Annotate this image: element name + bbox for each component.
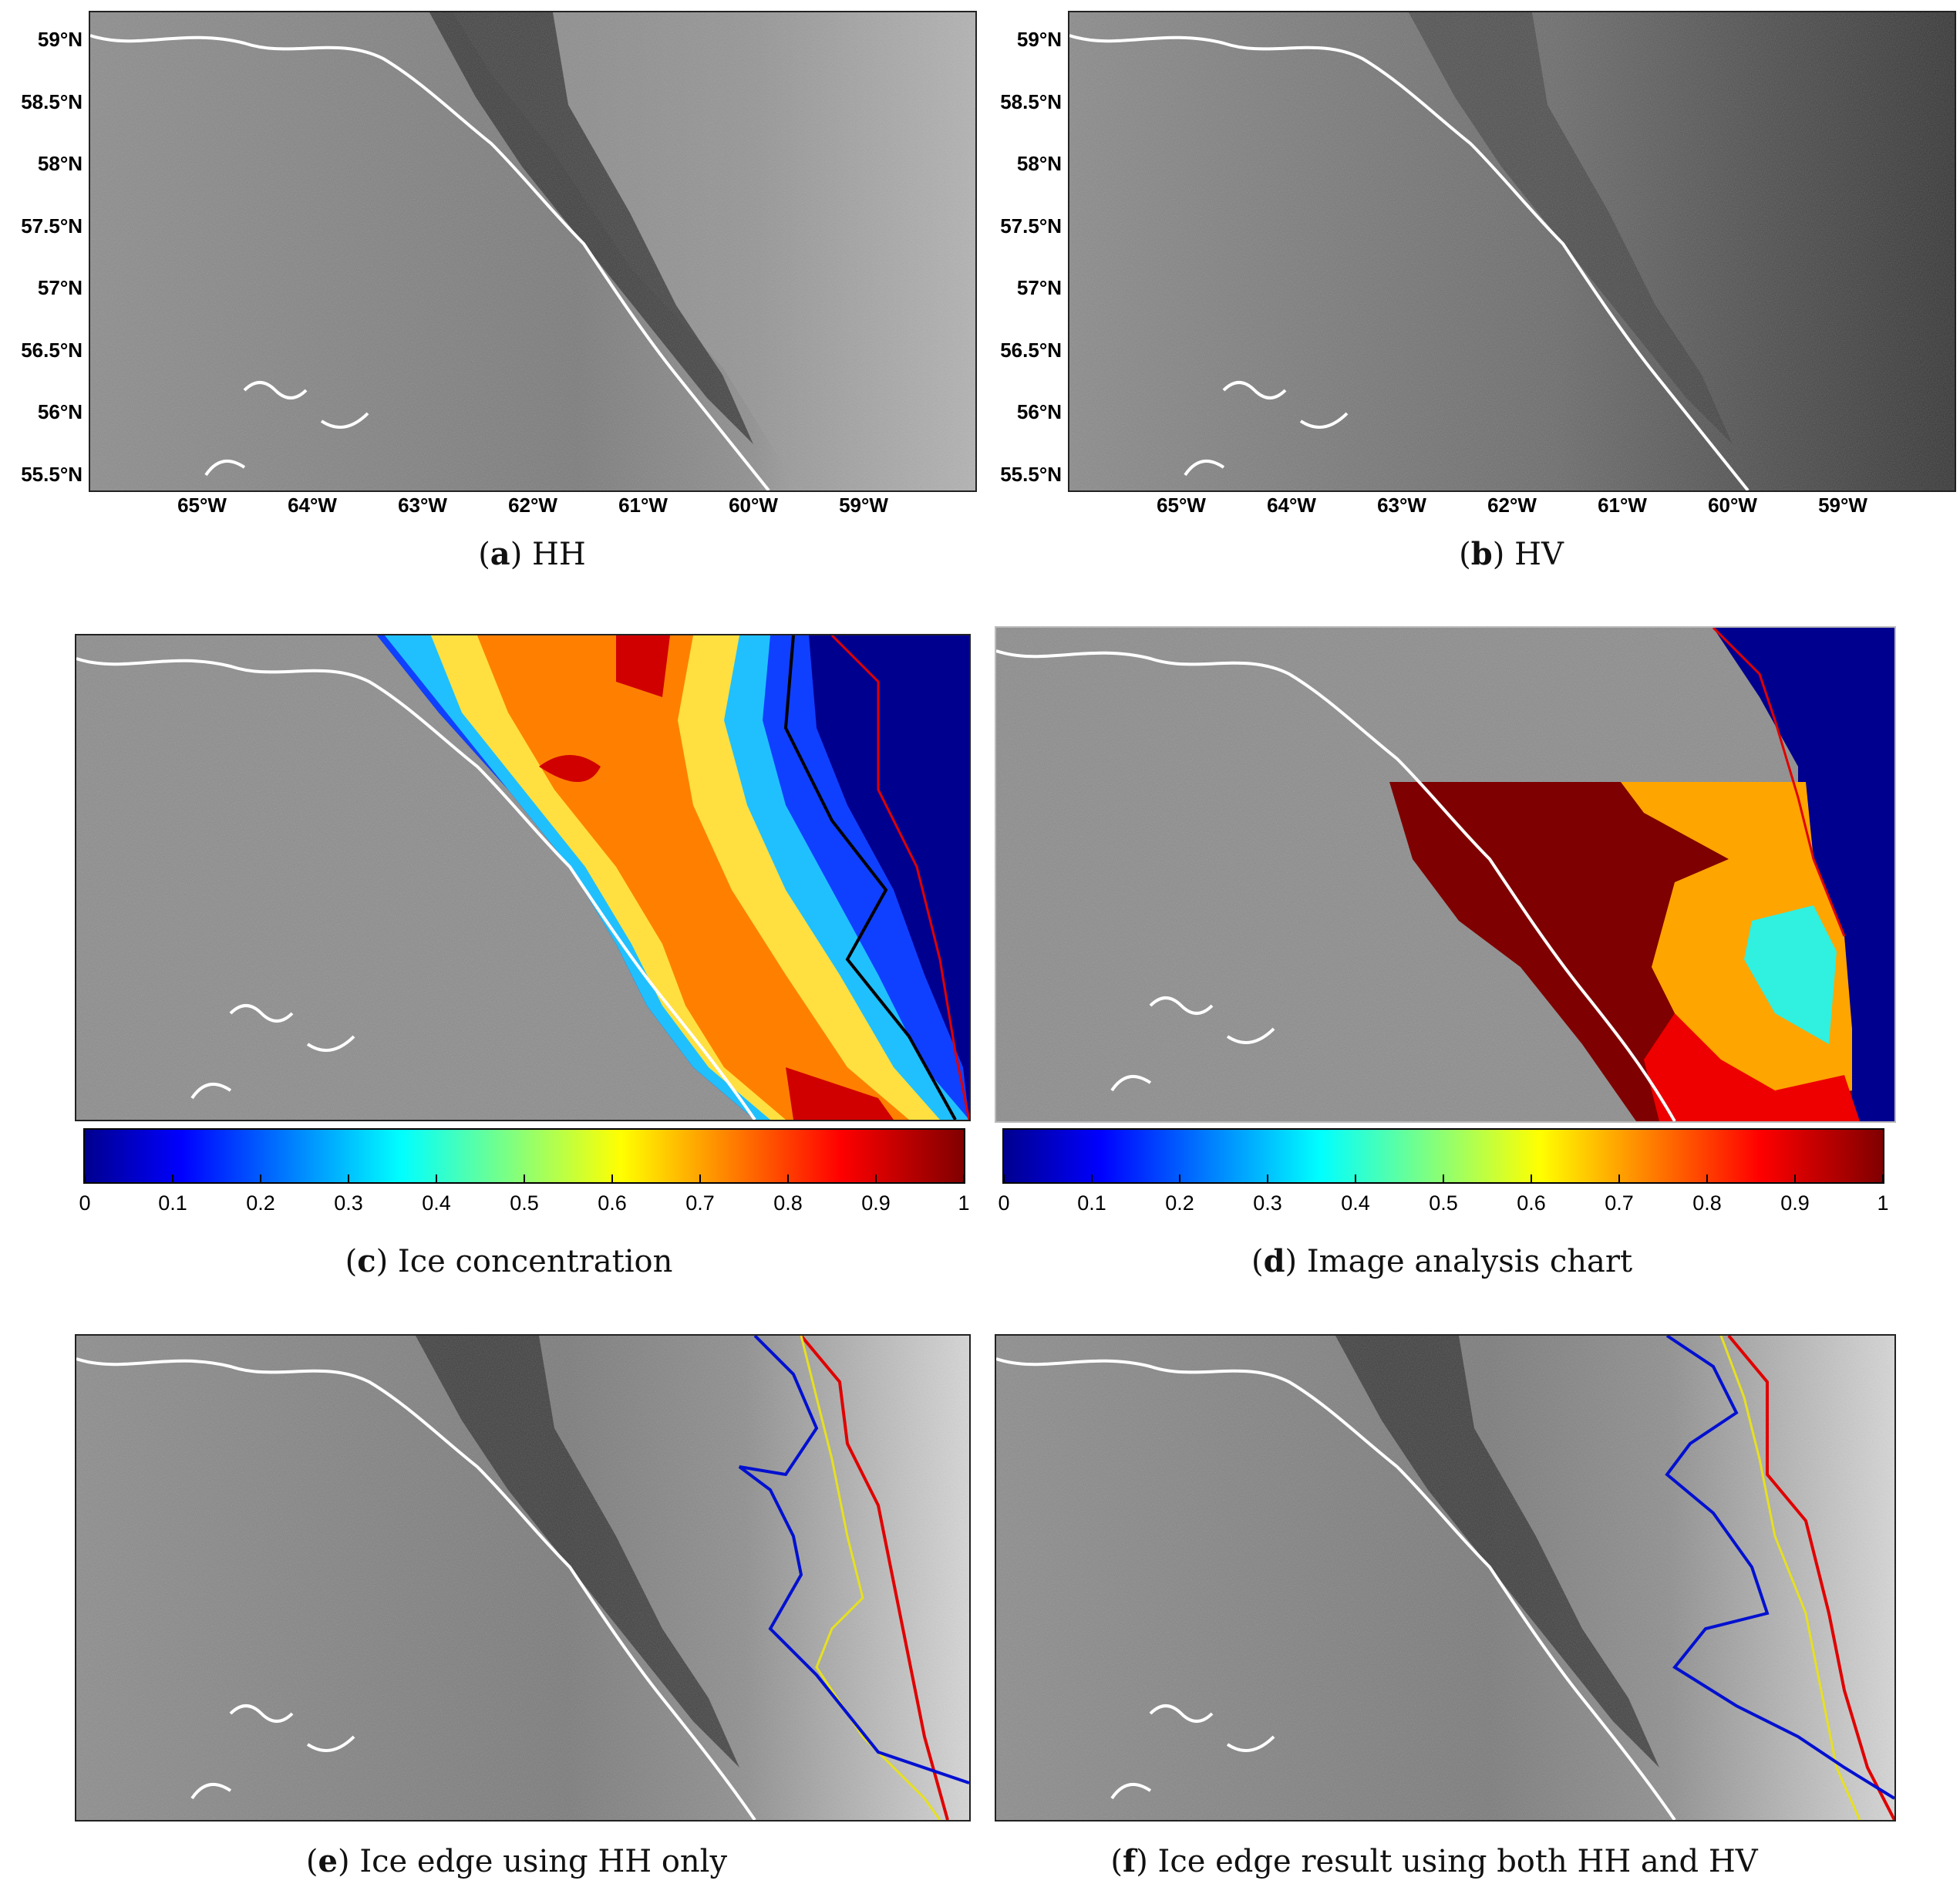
colorbar-tick-mark — [875, 1174, 877, 1182]
colorbar-tick-mark — [787, 1174, 789, 1182]
colorbar-tick-label: 0.9 — [861, 1191, 891, 1215]
colorbar-tick-label: 0.1 — [1077, 1191, 1106, 1215]
colorbar-tick-label: 0.2 — [246, 1191, 275, 1215]
colorbar-tick-mark — [348, 1174, 349, 1182]
colorbar-tick-mark — [963, 1174, 965, 1182]
longitude-tick-label: 65°W — [177, 494, 227, 517]
colorbar-tick-mark — [1179, 1174, 1180, 1182]
latitude-tick-label: 58°N — [1016, 152, 1062, 175]
colorbar-tick-label: 0 — [998, 1191, 1010, 1215]
colorbar-tick-mark — [172, 1174, 173, 1182]
colorbar-tick-label: 0.5 — [510, 1191, 539, 1215]
colorbar-tick-mark — [1794, 1174, 1796, 1182]
colorbar-tick-label: 0.6 — [1517, 1191, 1546, 1215]
longitude-tick-label: 60°W — [1708, 494, 1757, 517]
caption-c: (c) Ice concentration — [345, 1243, 673, 1279]
colorbar-tick-label: 0.4 — [1341, 1191, 1370, 1215]
latitude-tick-label: 57°N — [37, 276, 83, 299]
blue-edge — [738, 1336, 969, 1784]
latitude-tick-label: 55.5°N — [21, 462, 83, 486]
colorbar-tick-label: 0 — [79, 1191, 91, 1215]
caption-e: (e) Ice edge using HH only — [305, 1843, 728, 1879]
latitude-tick-label: 56.5°N — [21, 338, 83, 362]
colorbar-tick-mark — [1443, 1174, 1444, 1182]
caption-f: (f) Ice edge result using both HH and HV — [1110, 1843, 1758, 1879]
colorbar-tick-mark — [1706, 1174, 1708, 1182]
red-edge — [800, 1336, 949, 1820]
panel-f-ice-edge-hh-hv-map — [995, 1334, 1896, 1822]
colorbar-tick-label: 0.3 — [334, 1191, 363, 1215]
latitude-tick-label: 58.5°N — [1000, 89, 1062, 113]
colorbar-tick-label: 0.8 — [1692, 1191, 1722, 1215]
longitude-tick-label: 63°W — [1377, 494, 1426, 517]
panel-c-ice-concentration-map — [75, 634, 971, 1121]
colorbar-tick-label: 0.9 — [1780, 1191, 1810, 1215]
coastline — [90, 34, 770, 490]
red-edge — [830, 635, 969, 1120]
colorbar-tick-mark — [84, 1174, 86, 1182]
colorbar-tick-label: 0.8 — [773, 1191, 803, 1215]
colorbar-tick-label: 0.7 — [685, 1191, 715, 1215]
panel-b-hv-image — [1068, 11, 1956, 492]
colorbar-tick-mark — [611, 1174, 613, 1182]
colorbar-tick-label: 0.5 — [1429, 1191, 1458, 1215]
longitude-tick-label: 63°W — [398, 494, 447, 517]
latitude-tick-label: 56.5°N — [1000, 338, 1062, 362]
latitude-tick-label: 55.5°N — [1000, 462, 1062, 486]
latitude-tick-label: 57.5°N — [21, 214, 83, 238]
colorbar-tick-label: 0.4 — [422, 1191, 451, 1215]
colorbar-tick-mark — [699, 1174, 701, 1182]
latitude-tick-label: 58°N — [37, 152, 83, 175]
latitude-tick-label: 59°N — [1016, 28, 1062, 51]
latitude-tick-label: 56°N — [37, 400, 83, 423]
caption-a: (a) HH — [478, 536, 586, 572]
colorbar-tick-mark — [1003, 1174, 1005, 1182]
colorbar-tick-label: 0.7 — [1605, 1191, 1634, 1215]
colorbar-tick-mark — [524, 1174, 525, 1182]
black-contour — [783, 635, 957, 1120]
panel-e-ice-edge-hh-map — [75, 1334, 971, 1822]
longitude-tick-label: 59°W — [1818, 494, 1867, 517]
panel-a-hh-image — [89, 11, 977, 492]
colorbar-tick-mark — [1618, 1174, 1620, 1182]
colorbar-tick-label: 0.3 — [1253, 1191, 1282, 1215]
colorbar-tick-label: 0.6 — [598, 1191, 627, 1215]
yellow-edge — [800, 1336, 941, 1820]
colorbar-tick-label: 1 — [1877, 1191, 1889, 1215]
latitude-tick-label: 57.5°N — [1000, 214, 1062, 238]
latitude-tick-label: 58.5°N — [21, 89, 83, 113]
longitude-tick-label: 64°W — [288, 494, 337, 517]
longitude-tick-label: 61°W — [1598, 494, 1647, 517]
colorbar-tick-mark — [1267, 1174, 1268, 1182]
latitude-tick-label: 56°N — [1016, 400, 1062, 423]
red-edge — [1727, 1336, 1894, 1820]
yellow-edge — [1719, 1336, 1861, 1820]
colorbar-tick-label: 0.2 — [1165, 1191, 1194, 1215]
latitude-tick-label: 57°N — [1016, 276, 1062, 299]
blue-edge — [1665, 1336, 1894, 1800]
longitude-tick-label: 60°W — [729, 494, 778, 517]
caption-d: (d) Image analysis chart — [1251, 1243, 1633, 1279]
panel-d-image-analysis-chart-map — [995, 626, 1896, 1123]
colorbar-tick-mark — [1531, 1174, 1532, 1182]
colorbar-tick-mark — [1355, 1174, 1356, 1182]
longitude-tick-label: 59°W — [839, 494, 888, 517]
longitude-tick-label: 61°W — [618, 494, 668, 517]
latitude-tick-label: 59°N — [37, 28, 83, 51]
caption-b: (b) HV — [1459, 536, 1564, 572]
colorbar-tick-label: 1 — [958, 1191, 970, 1215]
longitude-tick-label: 62°W — [508, 494, 557, 517]
longitude-tick-label: 65°W — [1157, 494, 1206, 517]
longitude-tick-label: 64°W — [1267, 494, 1316, 517]
longitude-tick-label: 62°W — [1487, 494, 1537, 517]
colorbar-tick-label: 0.1 — [158, 1191, 187, 1215]
colorbar-tick-mark — [260, 1174, 261, 1182]
colorbar-tick-mark — [436, 1174, 437, 1182]
colorbar-tick-mark — [1882, 1174, 1884, 1182]
colorbar-tick-mark — [1091, 1174, 1093, 1182]
